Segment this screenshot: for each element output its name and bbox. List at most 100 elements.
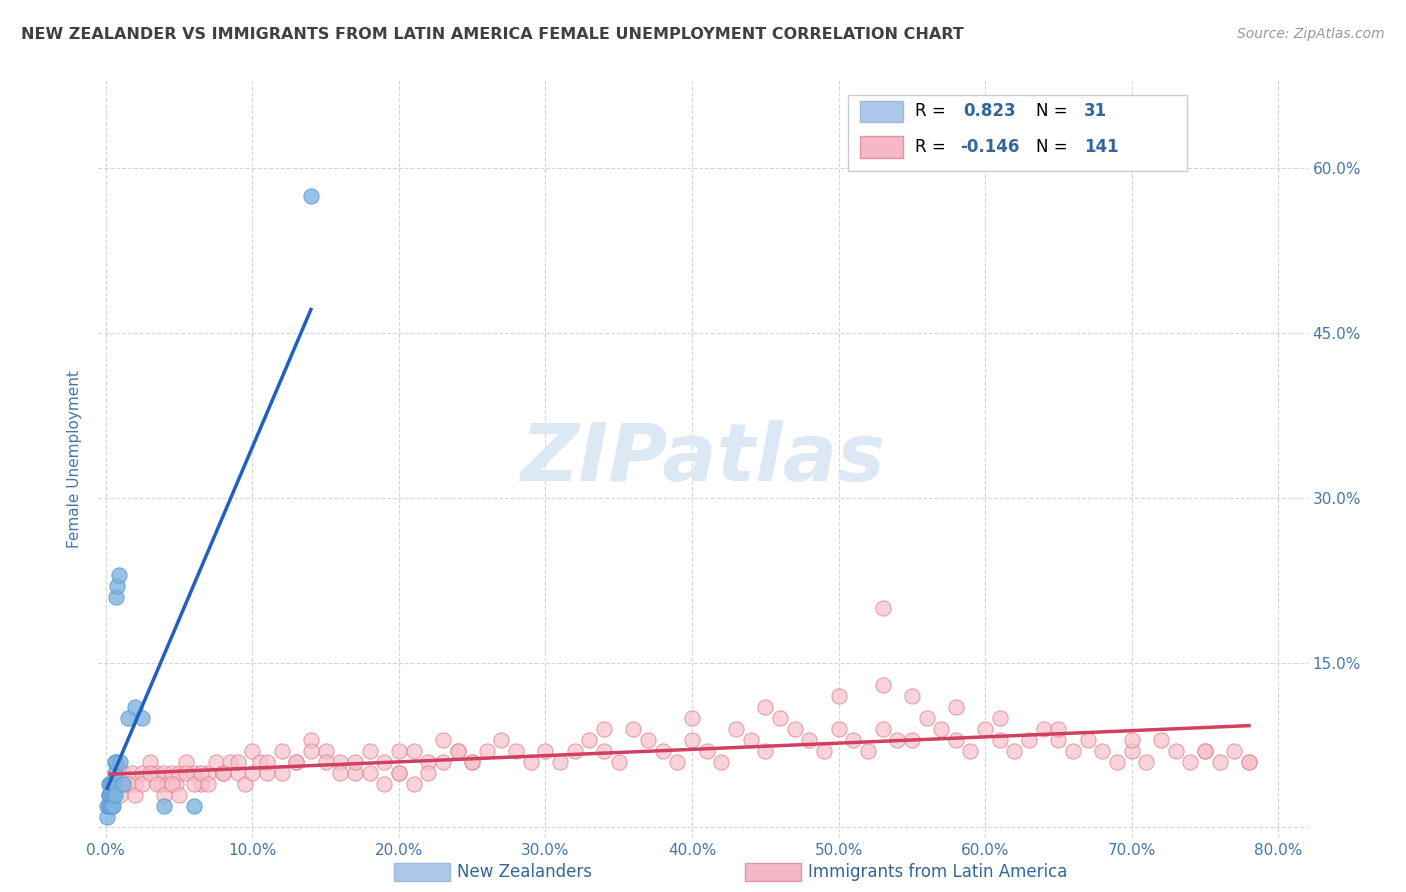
Point (769, 710, 792, 724)
Point (110, 788, 132, 802)
Point (190, 776, 212, 790)
Point (103, 755, 125, 769)
Point (108, 567, 131, 582)
Point (578, 732, 600, 747)
Point (373, 776, 395, 790)
Point (249, 755, 271, 769)
Point (402, 776, 425, 790)
Point (103, 765, 125, 780)
Point (432, 732, 454, 747)
Point (96, 798, 118, 813)
Point (240, 743, 263, 757)
Point (138, 755, 160, 769)
Text: ZIPatlas: ZIPatlas (520, 420, 886, 499)
Point (105, 755, 128, 769)
Text: N =: N = (1035, 103, 1073, 120)
Point (1105, 755, 1128, 769)
Point (153, 765, 176, 780)
Point (710, 755, 733, 769)
Point (329, 765, 352, 780)
Point (107, 579, 129, 593)
Point (219, 755, 242, 769)
Point (1237, 755, 1260, 769)
Point (564, 743, 586, 757)
Point (1077, 732, 1099, 747)
Text: 141: 141 (1084, 138, 1119, 156)
Point (637, 732, 659, 747)
Point (153, 788, 176, 802)
Point (681, 710, 703, 724)
Point (98, 788, 121, 802)
Point (101, 776, 124, 790)
Point (1091, 743, 1114, 757)
Point (121, 765, 143, 780)
Point (226, 755, 249, 769)
Text: R =: R = (915, 138, 950, 156)
Point (681, 732, 703, 747)
Point (165, 776, 187, 790)
Point (124, 788, 146, 802)
Point (432, 755, 454, 769)
Point (105, 590, 128, 604)
Point (98, 798, 121, 813)
Point (233, 776, 256, 790)
Point (197, 776, 219, 790)
Point (176, 765, 198, 780)
Point (98, 776, 121, 790)
Point (1121, 732, 1143, 747)
Point (901, 689, 924, 703)
Point (593, 743, 616, 757)
Point (1018, 732, 1040, 747)
Point (299, 732, 322, 747)
Point (285, 755, 308, 769)
Point (607, 755, 630, 769)
Text: Immigrants from Latin America: Immigrants from Latin America (808, 863, 1067, 881)
Text: New Zealanders: New Zealanders (457, 863, 592, 881)
Point (190, 765, 212, 780)
Point (1150, 732, 1173, 747)
Point (783, 722, 806, 736)
Point (98, 798, 121, 813)
Point (461, 755, 484, 769)
Point (110, 776, 132, 790)
Point (131, 710, 153, 724)
Point (98, 788, 121, 802)
Point (886, 732, 908, 747)
Point (1223, 743, 1246, 757)
Point (131, 776, 153, 790)
Point (124, 776, 146, 790)
Text: R =: R = (915, 103, 950, 120)
Point (974, 722, 997, 736)
Point (856, 743, 879, 757)
Point (666, 755, 689, 769)
Point (160, 765, 183, 780)
Point (256, 765, 278, 780)
Point (100, 798, 122, 813)
Point (204, 755, 226, 769)
Point (842, 732, 865, 747)
Bar (860, 101, 903, 122)
Point (270, 743, 292, 757)
Point (256, 755, 278, 769)
Point (827, 722, 849, 736)
Point (418, 755, 440, 769)
Point (1164, 743, 1187, 757)
Point (461, 755, 484, 769)
Point (101, 776, 124, 790)
Point (813, 743, 835, 757)
Point (872, 678, 894, 692)
Y-axis label: Female Unemployment: Female Unemployment (67, 370, 83, 549)
Point (105, 765, 128, 780)
Point (103, 788, 125, 802)
Point (110, 755, 132, 769)
Point (299, 188, 322, 202)
Point (534, 743, 557, 757)
Point (112, 776, 135, 790)
Point (945, 699, 967, 714)
Point (183, 798, 205, 813)
Point (285, 755, 308, 769)
Point (138, 765, 160, 780)
Point (101, 798, 124, 813)
Point (299, 743, 322, 757)
Point (329, 755, 352, 769)
